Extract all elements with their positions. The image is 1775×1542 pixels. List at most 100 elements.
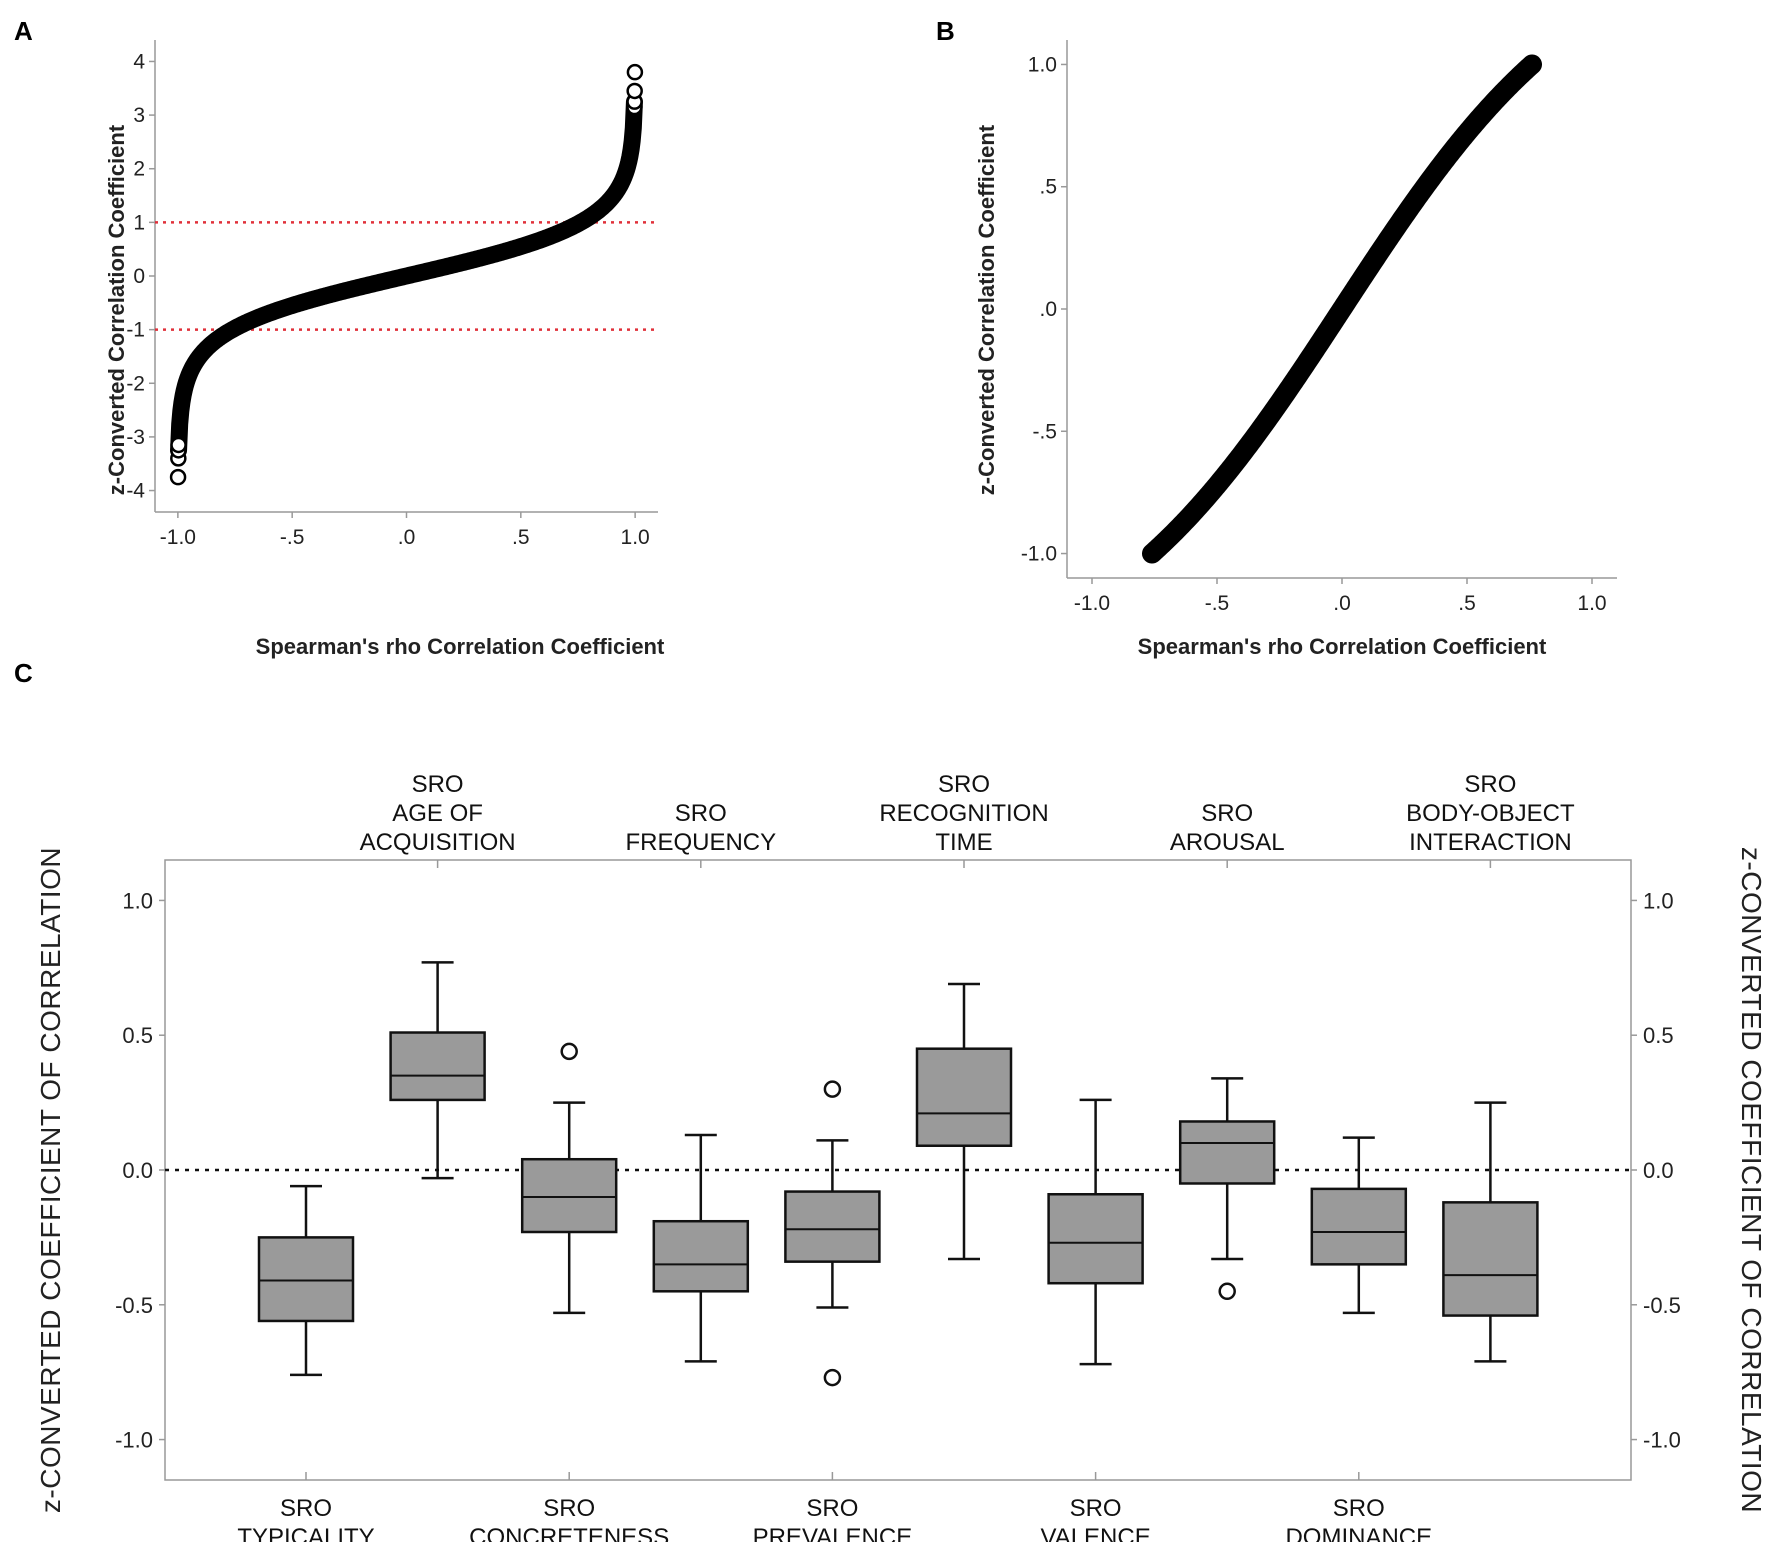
boxplot — [1178, 1077, 1276, 1301]
panel-a-x-tick-label: -.5 — [280, 526, 305, 549]
panel-a-point — [169, 468, 187, 486]
panel-c-category-label: SRO — [806, 1495, 858, 1522]
panel-b-data-curve — [1142, 54, 1542, 564]
panel-c-right-tick-labels: 1.0 0.5 0.0 -0.5 -1.0 — [1643, 888, 1681, 1452]
panel-c-left-tick-label: -1.0 — [115, 1428, 153, 1453]
box-iqr — [1047, 1193, 1144, 1285]
panel-a-y-tick-label: -3 — [126, 426, 145, 449]
box-iqr — [784, 1190, 881, 1263]
panel-c-category-label: BODY-OBJECT — [1406, 800, 1575, 827]
panel-b-x-tick-label: 1.0 — [1577, 592, 1606, 615]
panel-c-category-label: SRO — [412, 771, 464, 798]
panel-a-point — [626, 63, 644, 81]
panel-c-category-label: TIME — [935, 829, 992, 856]
panel-a-curve — [170, 93, 643, 459]
panel-a-data-curve — [170, 93, 643, 459]
outlier-point — [823, 1080, 842, 1098]
panel-a-y-tick-labels: 4 3 2 1 0 -1 -2 -3 -4 — [126, 50, 145, 502]
panel-c-left-tick-label: 1.0 — [122, 888, 153, 913]
boxplot — [389, 961, 486, 1180]
panel-c-left-tick-label: 0.0 — [122, 1158, 153, 1183]
panel-a-x-axis-title: Spearman's rho Correlation Coefficient — [256, 634, 665, 659]
panel-a-y-tick-label: 4 — [133, 50, 145, 73]
panel-a-y-tick-label: -2 — [126, 372, 145, 395]
panel-b-y-tick-label: -.5 — [1032, 420, 1057, 443]
panel-c-category-label: SRO — [543, 1495, 595, 1522]
panel-a-y-tick-label: 3 — [133, 104, 145, 127]
panel-c-category-label: INTERACTION — [1409, 829, 1572, 856]
panel-c-category-label: RECOGNITION — [879, 800, 1048, 827]
panel-a-x-tick-labels: -1.0 -.5 .0 .5 1.0 — [160, 526, 650, 549]
panel-a-x-tick-label: -1.0 — [160, 526, 196, 549]
panel-b-x-axis-title: Spearman's rho Correlation Coefficient — [1138, 634, 1547, 659]
panel-a-x-tick-label: 1.0 — [621, 526, 650, 549]
panel-c-left-tick-labels: 1.0 0.5 0.0 -0.5 -1.0 — [115, 888, 153, 1452]
panel-c-right-tick-label: 0.0 — [1643, 1158, 1674, 1183]
panel-letter-a: A — [14, 16, 33, 46]
panel-c-category-label: AGE OF — [392, 800, 483, 827]
panel-b-y-tick-labels: 1.0 .5 .0 -.5 -1.0 — [1021, 53, 1057, 565]
panel-c-category-label: CONCRETENESS — [469, 1524, 669, 1542]
panel-c-category-label: PREVALENCE — [753, 1524, 913, 1542]
panel-b-x-tick-labels: -1.0 -.5 .0 .5 1.0 — [1074, 592, 1607, 615]
panel-b-y-tick-label: -1.0 — [1021, 543, 1057, 566]
boxplot — [1442, 1101, 1539, 1363]
box-iqr — [257, 1236, 355, 1323]
panel-a-chart: -1.0 -.5 .0 .5 1.0 4 3 2 1 0 -1 -2 -3 -4 Spearman's … — [104, 40, 665, 659]
panel-c-category-label: SRO — [1201, 800, 1253, 827]
panel-c-left-tick-label: 0.5 — [122, 1023, 153, 1048]
panel-b-x-tick-label: .0 — [1333, 592, 1351, 615]
panel-c-category-label: SRO — [1070, 1495, 1122, 1522]
panel-a-point — [626, 82, 643, 100]
panel-letter-c: C — [14, 658, 33, 688]
panel-a-y-tick-label: 2 — [133, 158, 145, 181]
panel-c-left-tick-label: -0.5 — [115, 1293, 153, 1318]
panel-a-y-axis-title: z-Converted Correlation Coefficient — [104, 124, 129, 495]
panel-c-right-tick-label: 0.5 — [1643, 1023, 1674, 1048]
panel-b-chart: -1.0 -.5 .0 .5 1.0 1.0 .5 .0 -.5 -1.0 Spearman's… — [974, 40, 1617, 659]
panel-a-x-tick-label: .5 — [512, 526, 530, 549]
panel-c-category-label: AROUSAL — [1170, 829, 1285, 856]
panel-c-category-label: VALENCE — [1040, 1524, 1150, 1542]
panel-b-x-tick-label: -.5 — [1205, 592, 1230, 615]
panel-a-points — [169, 63, 644, 486]
boxplot — [257, 1184, 355, 1377]
panel-c-category-label: SRO — [675, 800, 727, 827]
panel-a-point — [170, 436, 187, 454]
panel-c-category-label: SRO — [1333, 1495, 1385, 1522]
boxplot — [1047, 1098, 1144, 1366]
panel-c-right-tick-label: -1.0 — [1643, 1428, 1681, 1453]
panel-c-right-tick-label: -0.5 — [1643, 1293, 1681, 1318]
panel-c-category-label: SRO — [1464, 771, 1516, 798]
panel-c-category-label: ACQUISITION — [360, 829, 516, 856]
panel-c-category-label: SRO — [938, 771, 990, 798]
panel-b-axes — [1061, 40, 1617, 584]
panel-c-category-label: FREQUENCY — [625, 829, 776, 856]
box-iqr — [1310, 1187, 1408, 1266]
panel-b-x-tick-label: .5 — [1458, 592, 1476, 615]
outlier-point — [823, 1368, 842, 1387]
panel-c-category-label: DOMINANCE — [1285, 1524, 1432, 1542]
outlier-point — [1218, 1282, 1236, 1301]
panel-c-category-label: SRO — [280, 1495, 332, 1522]
panel-b-x-tick-label: -1.0 — [1074, 592, 1110, 615]
box-iqr — [915, 1047, 1013, 1147]
box-iqr — [1442, 1201, 1539, 1317]
panel-c-left-y-axis-title: z-CONVERTED COEFFICIENT OF CORRELATION — [35, 847, 66, 1513]
panel-b-y-tick-label: .5 — [1039, 176, 1057, 199]
boxplot — [652, 1133, 750, 1363]
panel-a-axes — [149, 40, 658, 518]
panel-b-y-tick-label: 1.0 — [1028, 53, 1057, 76]
panel-b-y-axis-title: z-Converted Correlation Coefficient — [974, 124, 999, 495]
panel-c-right-y-axis-title: z-CONVERTED COEFFICIENT OF CORRELATION — [1736, 847, 1767, 1513]
panel-b-y-tick-label: .0 — [1039, 298, 1057, 321]
panel-c-boxplots — [257, 961, 1539, 1387]
panel-a-x-tick-label: .0 — [398, 526, 416, 549]
boxplot — [915, 982, 1013, 1261]
box-iqr — [520, 1157, 618, 1234]
panel-c-right-tick-label: 1.0 — [1643, 888, 1674, 913]
panel-b-curve — [1142, 54, 1542, 564]
